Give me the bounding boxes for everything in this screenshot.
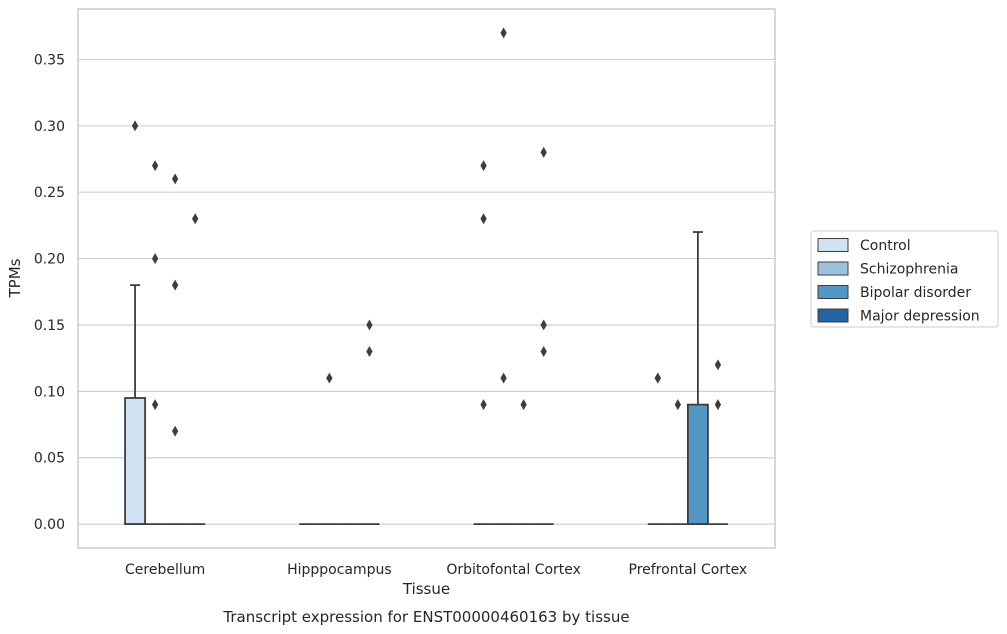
y-tick-label: 0.00 — [34, 517, 65, 533]
legend-swatch — [817, 285, 849, 299]
outlier-point — [480, 160, 487, 172]
outlier-point — [674, 399, 682, 411]
grid-lines — [78, 58, 775, 525]
outlier-point — [540, 146, 547, 158]
x-axis-label: Tissue — [402, 580, 450, 598]
outlier-point — [714, 359, 722, 371]
legend-swatch — [817, 261, 849, 276]
y-tick-label: 0.30 — [34, 119, 65, 135]
outlier-point — [151, 160, 159, 172]
legend-label: Schizophrenia — [860, 262, 958, 278]
legend-label: Bipolar disorder — [860, 285, 971, 301]
y-tick-label: 0.35 — [34, 52, 65, 68]
plot-area — [78, 9, 775, 548]
outlier-point — [500, 27, 507, 39]
x-tick-label: Orbitofontal Cortex — [446, 562, 581, 578]
outlier-point — [480, 213, 487, 225]
legend-swatch — [817, 308, 849, 323]
outlier-point — [714, 399, 722, 411]
x-tick-label: Cerebellum — [125, 562, 205, 578]
y-tick-label: 0.20 — [34, 252, 65, 268]
legend-swatch — [817, 238, 849, 252]
outlier-point — [131, 120, 139, 132]
outlier-point — [520, 399, 527, 411]
outlier-point — [540, 319, 547, 331]
outlier-point — [500, 372, 507, 384]
x-tick-labels: Cerebellum Hipppocampus Orbitofontal Corte… — [125, 562, 747, 578]
outlier-point — [366, 346, 373, 357]
y-tick-label: 0.10 — [34, 384, 65, 400]
box-series — [124, 27, 728, 526]
outlier-point — [171, 279, 179, 291]
y-tick-label: 0.15 — [34, 318, 65, 334]
outlier-point — [171, 173, 179, 185]
y-tick-labels: 0.00 0.05 0.10 0.15 0.20 0.25 0.30 0.35 — [34, 52, 65, 533]
outlier-point — [151, 399, 159, 411]
outlier-point — [366, 319, 373, 331]
box-2-3 — [686, 403, 709, 526]
chart-caption: Transcript expression for ENST0000046016… — [222, 608, 629, 626]
box-0-0 — [124, 397, 146, 526]
x-tick-label: Hipppocampus — [287, 562, 392, 578]
plot-frame — [77, 8, 776, 549]
outlier-point — [654, 372, 661, 384]
legend-label: Control — [860, 238, 911, 254]
outlier-point — [326, 372, 333, 384]
outlier-point — [540, 346, 547, 357]
x-tick-label: Prefrontal Cortex — [629, 562, 748, 578]
y-tick-label: 0.25 — [34, 185, 65, 201]
y-tick-label: 0.05 — [34, 451, 65, 467]
outlier-point — [151, 253, 159, 265]
legend-label: Major depression — [860, 309, 980, 325]
outlier-point — [192, 213, 199, 225]
outlier-point — [480, 399, 487, 411]
legend: Control Schizophrenia Bipolar disorder Majo… — [810, 230, 999, 328]
legend-frame — [810, 230, 999, 328]
outlier-point — [171, 425, 179, 437]
y-axis-label: TPMs — [6, 258, 24, 298]
